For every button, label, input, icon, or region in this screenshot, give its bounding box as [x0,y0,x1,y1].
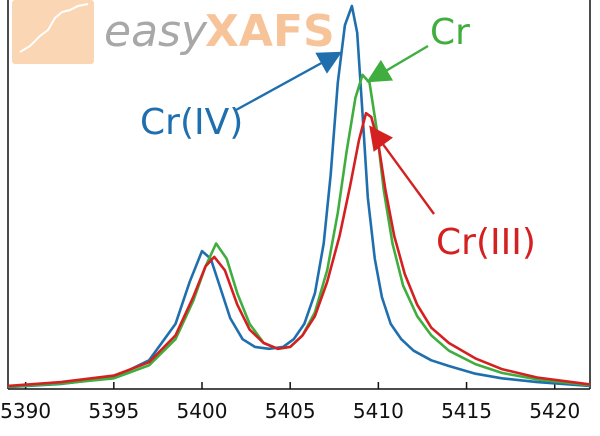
x-tick-label: 5420 [529,399,580,423]
logo-text-bold: XAFS [205,6,335,57]
series-lines [7,4,591,389]
series-line-cr-iv [7,4,591,389]
annotation-arrow [235,51,343,112]
x-tick-label: 5400 [177,399,228,423]
annotations: Cr(IV) Cr Cr(III) [140,12,536,263]
annotation-arrow [369,125,435,215]
x-tick-label: 5395 [88,399,139,423]
x-tick-label: 5410 [353,399,404,423]
logo-wave-icon [19,3,89,53]
logo: easy XAFS [12,0,335,64]
series-label: Cr(IV) [140,102,243,143]
series-label: Cr [430,12,470,53]
x-ticks: 5390 5395 5400 5405 5410 5415 5420 [0,382,580,423]
x-tick-label: 5390 [0,399,51,423]
x-tick-label: 5415 [441,399,492,423]
x-tick-label: 5405 [265,399,316,423]
logo-text-light: easy [104,6,208,57]
series-label: Cr(III) [436,222,536,263]
annotation-arrow [366,44,429,83]
series-line-cr-iii [7,111,591,388]
logo-badge [12,0,94,64]
